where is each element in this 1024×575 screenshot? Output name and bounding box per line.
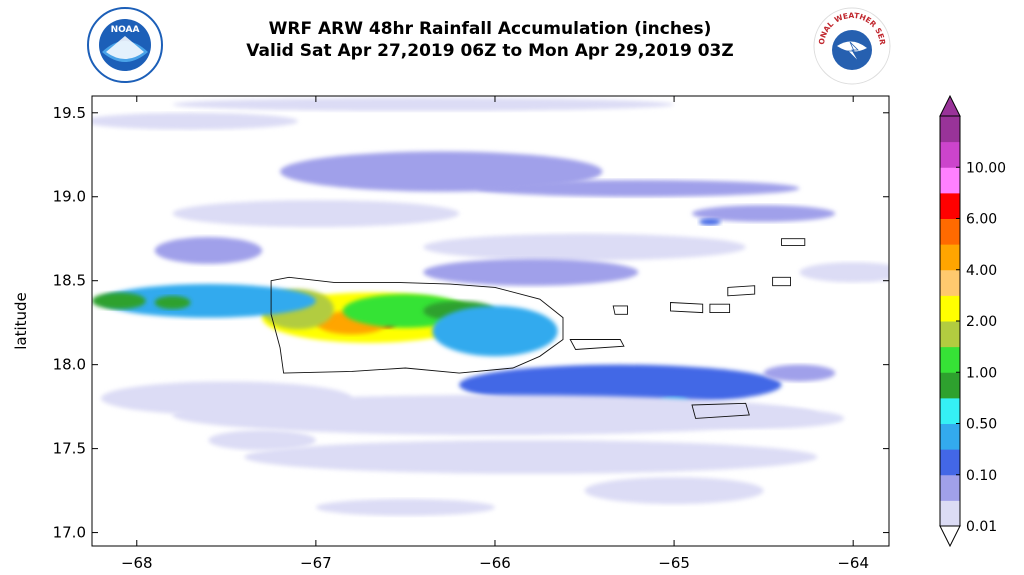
rain-cell-20 [244, 440, 818, 474]
rain-cell-15 [699, 218, 721, 226]
x-tick-label: −67 [300, 554, 332, 572]
colorbar-segment [940, 244, 960, 271]
rain-cell-21 [315, 498, 495, 516]
rain-cell-28 [584, 477, 764, 505]
rain-cell-25 [423, 258, 639, 286]
rain-cell-12 [280, 151, 603, 192]
rain-cell-26 [763, 364, 836, 382]
plot-frame [91, 95, 890, 547]
colorbar-segment [940, 295, 960, 322]
coastline-anegada [781, 238, 806, 246]
colorbar-label: 4.00 [966, 263, 997, 279]
colorbar-segment [940, 397, 960, 424]
rain-cell-17 [172, 200, 460, 227]
colorbar-label: 1.00 [966, 365, 997, 381]
y-axis: 17.0 17.5 18.0 18.5 19.0 19.5 [53, 104, 889, 542]
coastlines [270, 238, 806, 419]
y-tick-label: 17.5 [53, 440, 86, 458]
rain-cell-7 [100, 284, 316, 318]
chart-title: WRF ARW 48hr Rainfall Accumulation (inch… [268, 19, 712, 39]
x-tick-label: −68 [121, 554, 153, 572]
colorbar-label: 0.01 [966, 519, 997, 535]
coastline-st-thomas [670, 302, 704, 314]
noaa-logo: NOAA [87, 7, 163, 83]
y-tick-label: 18.0 [53, 356, 86, 374]
y-tick-label: 19.0 [53, 188, 86, 206]
rain-cell-24 [154, 237, 263, 264]
x-axis: −68 −67 −66 −65 −64 [121, 96, 869, 572]
y-tick-label: 19.5 [53, 104, 86, 122]
rain-cell-19 [100, 381, 352, 416]
chart-subtitle: Valid Sat Apr 27,2019 06Z to Mon Apr 29,… [246, 41, 734, 61]
rain-cell-22 [92, 112, 298, 130]
colorbar-label: 10.00 [966, 160, 1006, 176]
colorbar-label: 0.10 [966, 468, 997, 484]
colorbar-extend-max [939, 94, 961, 117]
colorbar-segment [940, 449, 960, 476]
colorbar-segment [940, 500, 960, 527]
nws-logo: NATIONAL WEATHER SERVICE [812, 6, 891, 85]
coastline-culebra [612, 305, 628, 315]
coastline-tortola [727, 285, 756, 297]
rain-cell-6 [432, 305, 558, 357]
rain-cell-23 [172, 97, 675, 112]
x-tick-label: −66 [479, 554, 511, 572]
colorbar-segment [940, 167, 960, 194]
rain-cell-4 [342, 294, 469, 328]
rain-cell-30 [799, 262, 889, 283]
noaa-logo-text: NOAA [111, 25, 140, 35]
rain-cell-13 [477, 179, 800, 197]
y-tick-label: 17.0 [53, 524, 86, 542]
x-tick-label: −65 [658, 554, 690, 572]
rain-cell-10 [459, 364, 782, 405]
y-axis-label: latitude [12, 292, 30, 350]
coastline-st-croix [691, 402, 750, 419]
rain-cell-29 [208, 430, 316, 451]
x-tick-label: −64 [837, 554, 869, 572]
colorbar-segment [940, 218, 960, 245]
colorbar-label: 2.00 [966, 314, 997, 330]
colorbar-segment [940, 321, 960, 348]
rain-cell-9 [154, 295, 191, 310]
coastline-virgin-gorda [772, 276, 791, 287]
colorbar-extend-min [939, 525, 961, 548]
rain-cell-14 [691, 205, 836, 222]
y-tick-label: 18.5 [53, 272, 86, 290]
colorbar-segment [940, 269, 960, 296]
colorbar-segment [940, 116, 960, 143]
colorbar-segment [940, 474, 960, 501]
colorbar-label: 0.50 [966, 417, 997, 433]
colorbar-segment [940, 141, 960, 168]
coastline-puerto-rico [270, 276, 564, 374]
rain-cell-27 [683, 408, 845, 429]
rain-cell-8 [92, 292, 146, 310]
coastline-st-john [709, 303, 731, 314]
rain-cell-16 [423, 233, 746, 261]
colorbar-segment [940, 372, 960, 399]
colorbar-segment [940, 423, 960, 450]
coastline-vieques [569, 339, 625, 350]
colorbar-segment [940, 346, 960, 373]
colorbar-segment [940, 192, 960, 219]
colorbar-label: 6.00 [966, 212, 997, 228]
colorbar: 0.01 0.10 0.50 1.00 2.00 4.00 6.00 10.00 [939, 94, 1006, 548]
rainfall-field [92, 97, 889, 516]
